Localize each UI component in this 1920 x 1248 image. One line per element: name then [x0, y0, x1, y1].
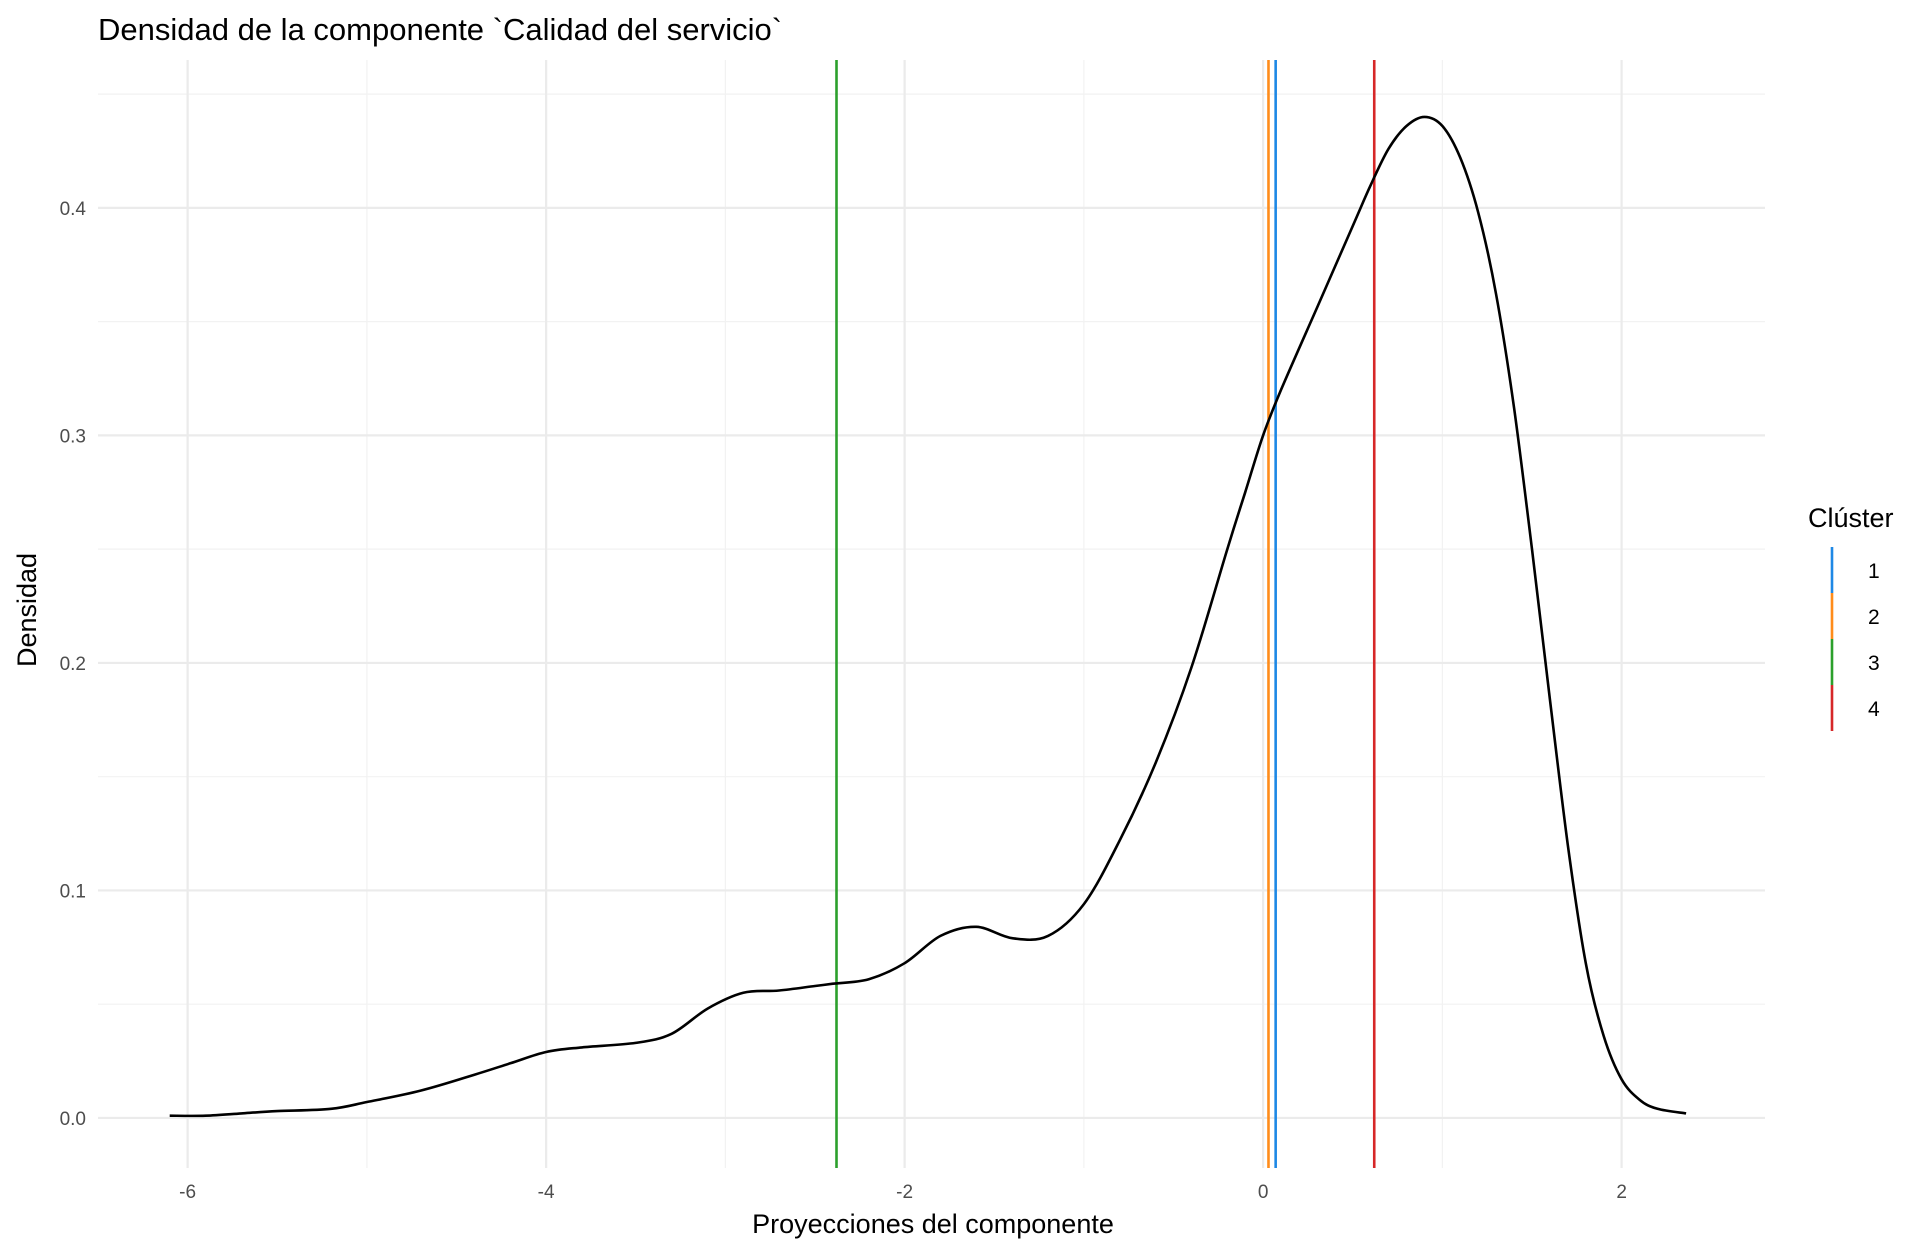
x-tick-label: -2 — [896, 1182, 913, 1203]
legend-label-4: 4 — [1868, 698, 1880, 721]
legend-label-2: 2 — [1868, 606, 1880, 629]
x-axis-title: Proyecciones del componente — [752, 1209, 1114, 1239]
x-tick-label: -4 — [538, 1182, 555, 1203]
y-axis-title: Densidad — [12, 553, 42, 667]
chart-title: Densidad de la componente `Calidad del s… — [98, 12, 782, 47]
legend-label-3: 3 — [1868, 652, 1880, 675]
legend: Clúster 1 2 3 4 — [1808, 503, 1894, 731]
legend-title: Clúster — [1808, 503, 1894, 533]
x-tick-label: 0 — [1258, 1182, 1269, 1203]
y-tick-label: 0.4 — [60, 199, 87, 220]
x-tick-label: -6 — [179, 1182, 196, 1203]
y-tick-label: 0.0 — [60, 1109, 86, 1130]
y-axis-ticks: 0.0 0.1 0.2 0.3 0.4 — [60, 199, 87, 1130]
cluster-lines — [835, 60, 1376, 1168]
y-tick-label: 0.1 — [60, 881, 86, 902]
density-curve-layer — [169, 115, 1687, 1118]
density-curve — [169, 115, 1687, 1118]
grid — [98, 60, 1765, 1168]
y-tick-label: 0.2 — [60, 654, 86, 675]
y-tick-label: 0.3 — [60, 426, 86, 447]
x-tick-label: 2 — [1616, 1182, 1627, 1203]
x-axis-ticks: -6 -4 -2 0 2 — [179, 1182, 1627, 1203]
legend-label-1: 1 — [1868, 560, 1880, 583]
